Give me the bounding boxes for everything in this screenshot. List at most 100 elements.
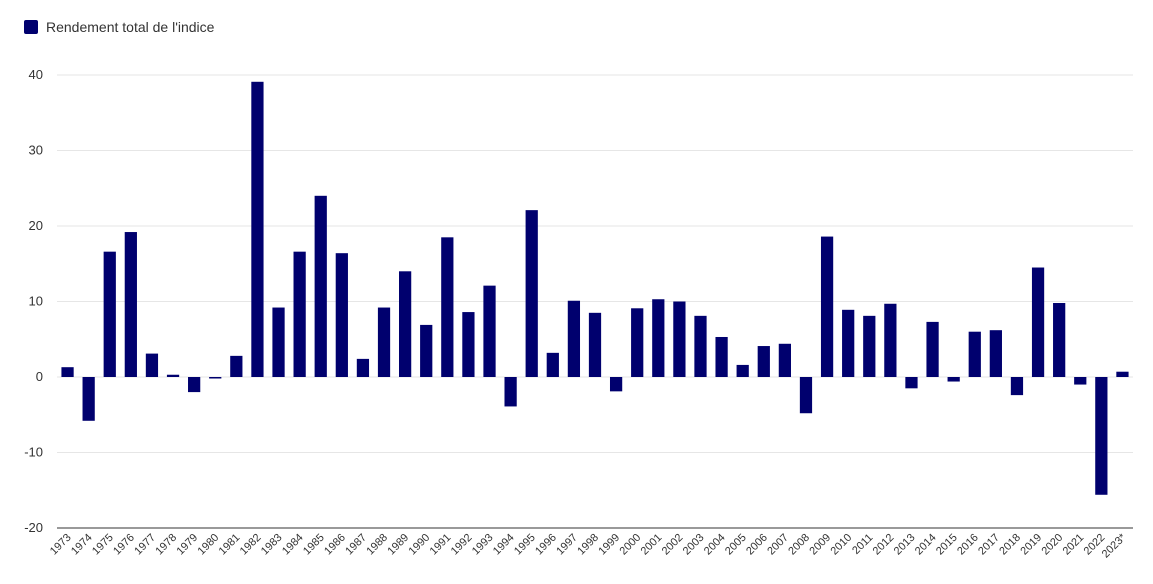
x-tick-label: 1974 [69,532,95,558]
bar-1983 [272,307,285,377]
legend-label: Rendement total de l'indice [46,19,215,35]
bar-1984 [293,251,306,377]
x-tick-label: 1981 [217,532,243,558]
legend: Rendement total de l'indice [24,19,214,35]
bar-2018 [1010,377,1024,396]
bar-1980 [209,377,222,379]
x-tick-label: 2009 [807,532,833,558]
x-tick-label: 2013 [892,532,918,558]
x-tick-label: 2005 [723,532,749,558]
x-tick-label: 1997 [554,532,580,558]
x-tick-label: 2015 [934,532,960,558]
bar-1979 [188,377,201,393]
x-tick-label: 2014 [913,532,939,558]
bar-2009 [820,236,834,377]
x-tick-label: 1978 [153,532,179,558]
bar-1996 [546,352,559,377]
bar-2019 [1031,267,1045,377]
y-tick-label: 0 [36,369,43,384]
legend-swatch [24,20,38,34]
x-tick-label: 2004 [702,532,728,558]
bar-1989 [399,271,412,377]
bar-1982 [251,81,264,377]
bar-1978 [166,374,180,377]
bar-1974 [82,377,95,421]
bar-1992 [462,312,475,377]
bar-1985 [314,195,327,377]
x-tick-label: 2019 [1018,532,1044,558]
bar-2015 [947,377,960,382]
bar-1973 [61,367,74,377]
x-tick-label: 1993 [470,532,496,558]
x-tick-label: 1988 [364,532,390,558]
bar-2014 [926,321,939,377]
bar-2006 [757,346,770,377]
bar-2005 [736,364,749,377]
x-tick-label: 1987 [343,532,369,558]
x-tick-label: 2017 [976,532,1002,558]
x-tick-label: 2010 [828,532,854,558]
bar-2001 [652,299,665,377]
x-tick-label: 1979 [174,532,200,558]
bar-2011 [863,315,876,377]
bar-1975 [103,251,116,377]
x-tick-label: 2011 [850,532,875,557]
bar-1998 [588,312,602,377]
bar-1976 [124,232,137,377]
x-tick-label: 2002 [660,532,686,558]
x-tick-label: 2020 [1039,532,1065,558]
x-tick-label: 1991 [428,532,454,558]
bar-2000 [631,308,644,377]
bar-2007 [778,343,791,377]
x-tick-label: 2012 [871,532,897,558]
bar-1994 [504,377,517,407]
x-tick-label: 1980 [196,532,222,558]
bar-2021 [1074,377,1087,385]
x-tick-label: 1992 [449,532,475,558]
y-tick-label: 10 [29,294,43,309]
x-tick-label: 1975 [90,532,116,558]
bar-1988 [377,307,391,377]
bar-1990 [420,324,433,377]
x-tick-label: 2016 [955,532,981,558]
bar-2003 [694,315,707,377]
bar-1986 [335,253,348,377]
x-tick-label: 1973 [48,532,74,558]
bar-1995 [525,210,538,377]
bar-2012 [884,303,897,377]
x-tick-label: 1990 [407,532,433,558]
x-tick-label: 2001 [639,532,665,558]
bar-2023* [1116,371,1129,377]
x-tick-label: 1977 [132,532,158,558]
y-tick-label: 30 [29,143,43,158]
bar-2008 [799,377,813,414]
bar-2002 [673,301,686,377]
bar-1997 [567,300,581,377]
bar-2010 [842,309,855,377]
x-tick-label: 1998 [575,532,601,558]
x-tick-label: 1983 [259,532,285,558]
x-tick-label: 1985 [301,532,327,558]
bar-2013 [905,377,918,389]
bar-2004 [715,336,728,377]
x-tick-label: 2000 [618,532,644,558]
x-tick-label: 1995 [512,532,538,558]
y-tick-label: -20 [24,520,43,535]
bar-1977 [145,353,159,377]
bar-2020 [1053,303,1066,377]
x-tick-label: 1982 [238,532,264,558]
x-tick-label: 1984 [280,532,306,558]
y-tick-label: -10 [24,445,43,460]
x-tick-label: 2018 [997,532,1023,558]
bar-2016 [968,331,981,377]
x-tick-label: 1999 [596,532,622,558]
bar-1987 [356,358,370,377]
x-tick-label: 2006 [744,532,770,558]
bar-1993 [483,285,496,377]
x-tick-label: 1989 [385,532,411,558]
x-tick-label: 1994 [491,532,517,558]
x-tick-label: 2021 [1061,532,1087,558]
x-tick-label: 2023* [1100,531,1129,560]
